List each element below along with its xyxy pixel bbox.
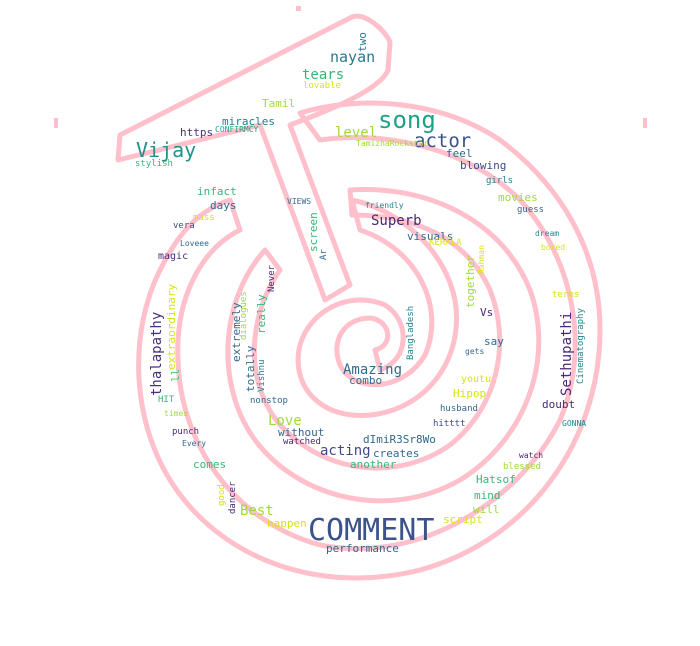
- word-hatsof: Hatsof: [476, 473, 516, 486]
- word-tamil: Tamil: [262, 97, 296, 110]
- word-kerala: KERALA: [429, 238, 462, 248]
- word-vijay: Vijay: [136, 138, 197, 162]
- word-bored: bored: [541, 243, 566, 252]
- word-bangladesh: Bangladesh: [406, 305, 416, 360]
- outline-middle-spiral: [225, 186, 542, 504]
- word-loveee: Loveee: [180, 239, 209, 248]
- word-doubt: doubt: [542, 398, 576, 411]
- word-blessed: blessed: [503, 462, 541, 472]
- word-really: really: [255, 294, 268, 334]
- word-extraordinary: extraordinary: [165, 283, 178, 370]
- word-guess: guess: [517, 205, 545, 215]
- word-two: two: [356, 32, 369, 52]
- word-without: without: [278, 426, 325, 439]
- word-script: script: [443, 513, 483, 526]
- word-vera: vera: [173, 221, 195, 231]
- word-tamizharockstar: TamizhaRockstar: [356, 139, 429, 148]
- word-https: https: [180, 126, 214, 139]
- word-friendly: friendly: [365, 201, 404, 210]
- word-views: VIEWS: [287, 197, 312, 206]
- word-ll: ll: [169, 368, 182, 382]
- word-superb: Superb: [371, 213, 422, 229]
- word-watch: watch: [519, 451, 544, 460]
- word-dimir3sr8wo: dImiR3Sr8Wo: [363, 433, 436, 446]
- word-mass: mass: [193, 213, 215, 223]
- word-song: song: [378, 106, 436, 134]
- word-creates: creates: [373, 447, 420, 460]
- word-feel: feel: [446, 147, 473, 160]
- word-actor: actor: [414, 130, 472, 152]
- word-watched: watched: [283, 437, 321, 447]
- word-happen: happen: [267, 517, 307, 530]
- word-cinematography: Cinematography: [576, 308, 586, 384]
- word-tears: tears: [302, 67, 345, 83]
- word-every: Every: [182, 439, 207, 448]
- word-ar: Ar: [319, 249, 329, 260]
- word-nayan: nayan: [330, 48, 376, 66]
- word-girls: girls: [486, 176, 514, 186]
- word-days: days: [210, 199, 237, 212]
- word-acting: acting: [320, 443, 371, 459]
- word-punch: punch: [172, 427, 200, 437]
- word-love: Love: [268, 413, 302, 429]
- word-good: good: [217, 484, 227, 506]
- word-dream: dream: [535, 229, 560, 238]
- word-terms: terms: [552, 290, 580, 300]
- word-amazing: Amazing: [343, 362, 403, 378]
- word-hipop: Hipop: [453, 387, 487, 400]
- word-best: Best: [240, 503, 274, 519]
- outline-arm: [115, 13, 393, 303]
- word-visuals: visuals: [407, 230, 454, 243]
- word-together: together: [464, 255, 477, 308]
- word-hit: HIT: [158, 395, 175, 405]
- word-level: level: [335, 125, 378, 141]
- word-gets: gets: [465, 347, 485, 356]
- word-combo: combo: [349, 374, 383, 387]
- word-movies: movies: [498, 191, 538, 204]
- word-dialogues: dialogues: [239, 291, 249, 340]
- outline-outer-spiral: [136, 100, 603, 581]
- word-thalapathy: thalapathy: [149, 311, 165, 396]
- word-magic: magic: [158, 251, 189, 262]
- word-sethupathi: Sethupathi: [559, 311, 575, 396]
- word-hitttt: hitttt: [433, 419, 466, 429]
- outline-inner-spiral: [295, 197, 459, 418]
- word-youtu: youtu: [461, 374, 492, 385]
- word-another: another: [350, 458, 397, 471]
- word-comment: COMMENT: [308, 513, 435, 548]
- word-infact: infact: [197, 185, 237, 198]
- word-lovable: lovable: [303, 81, 341, 91]
- word-performance: performance: [326, 542, 399, 555]
- word-stylish: stylish: [135, 159, 173, 169]
- word-blowing: blowing: [460, 159, 507, 172]
- word-miracles: miracles: [222, 115, 275, 128]
- word-dancer: dancer: [228, 481, 238, 514]
- word-mind: mind: [474, 489, 501, 502]
- word-confirmcy: CONFIRMCY: [215, 125, 259, 134]
- word-screen: screen: [307, 212, 320, 252]
- word-will: will: [473, 503, 500, 516]
- word-comes: comes: [193, 458, 227, 471]
- word-times: times: [164, 409, 189, 418]
- word-rahman: Rahman: [477, 245, 486, 274]
- word-totally: totally: [244, 345, 257, 392]
- word-nonstop: nonstop: [250, 396, 288, 406]
- word-gonna: GONNA: [562, 419, 587, 428]
- word-never: Never: [267, 264, 277, 292]
- word-say: say: [484, 335, 504, 348]
- word-husband: husband: [440, 404, 478, 414]
- word-vishnu: Vishnu: [257, 359, 267, 392]
- word-vs: Vs: [480, 306, 494, 319]
